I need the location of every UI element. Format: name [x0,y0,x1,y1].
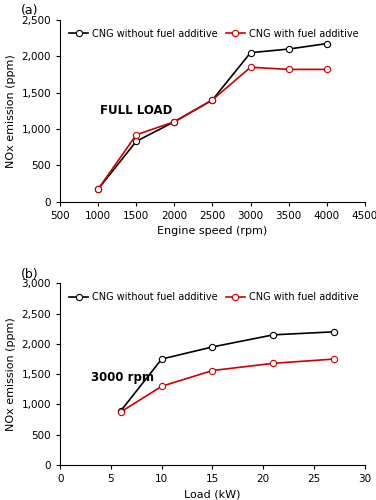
Text: (a): (a) [21,4,38,18]
Y-axis label: NOx emission (ppm): NOx emission (ppm) [6,54,16,168]
Text: FULL LOAD: FULL LOAD [100,104,172,118]
CNG with fuel additive [287,66,291,72]
Line: CNG without fuel additive: CNG without fuel additive [95,40,330,192]
CNG with fuel additive [332,356,337,362]
CNG without fuel additive [119,408,123,414]
CNG without fuel additive [159,356,164,362]
Y-axis label: NOx emission (ppm): NOx emission (ppm) [6,318,16,431]
Line: CNG without fuel additive: CNG without fuel additive [118,328,337,414]
CNG with fuel additive [119,408,123,414]
CNG with fuel additive [210,97,215,103]
CNG with fuel additive [271,360,276,366]
Text: 3000 rpm: 3000 rpm [91,372,154,384]
CNG with fuel additive [324,66,329,72]
CNG without fuel additive [332,329,337,335]
CNG with fuel additive [134,132,138,138]
CNG without fuel additive [96,186,100,192]
CNG without fuel additive [324,40,329,46]
Legend: CNG without fuel additive, CNG with fuel additive: CNG without fuel additive, CNG with fuel… [65,288,362,306]
CNG without fuel additive [134,138,138,144]
Legend: CNG without fuel additive, CNG with fuel additive: CNG without fuel additive, CNG with fuel… [65,25,362,42]
CNG without fuel additive [210,97,215,103]
CNG without fuel additive [210,344,215,350]
CNG without fuel additive [271,332,276,338]
CNG without fuel additive [248,50,253,56]
Text: (b): (b) [21,268,38,281]
X-axis label: Engine speed (rpm): Engine speed (rpm) [157,226,268,236]
CNG without fuel additive [172,118,177,124]
CNG with fuel additive [172,118,177,124]
CNG with fuel additive [159,384,164,390]
CNG without fuel additive [287,46,291,52]
CNG with fuel additive [210,368,215,374]
CNG with fuel additive [96,186,100,192]
Line: CNG with fuel additive: CNG with fuel additive [95,64,330,192]
Line: CNG with fuel additive: CNG with fuel additive [118,356,337,415]
CNG with fuel additive [248,64,253,70]
X-axis label: Load (kW): Load (kW) [184,490,241,500]
